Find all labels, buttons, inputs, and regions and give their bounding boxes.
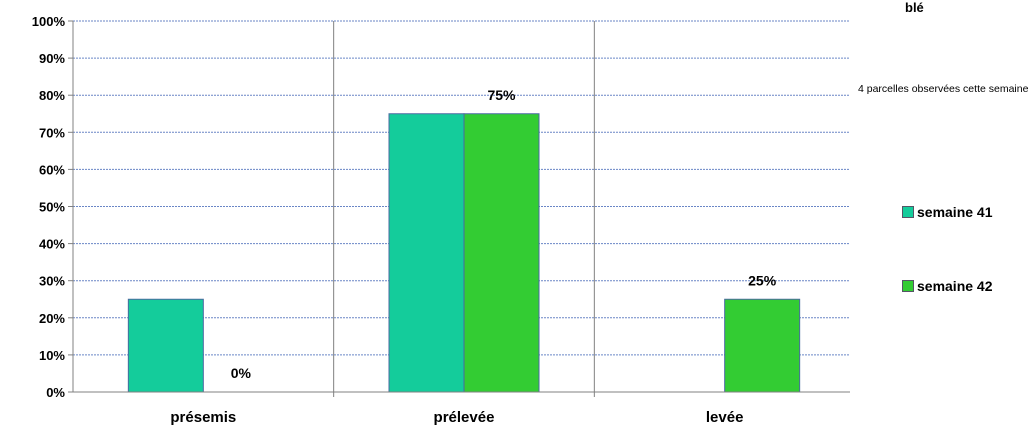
bars: [127, 113, 801, 393]
data-labels: 0% 75% 25%: [231, 87, 777, 381]
legend-swatch-semaine-42: [902, 280, 914, 292]
legend-label-semaine-41: semaine 41: [917, 204, 993, 220]
y-tick-label: 100%: [32, 14, 66, 29]
y-tick-label: 70%: [39, 125, 65, 140]
category-labels: présemis prélevée levée: [170, 392, 744, 426]
bar-semaine-41-presemis: [127, 298, 204, 393]
y-tick-label: 90%: [39, 51, 65, 66]
y-tick-label: 30%: [39, 274, 65, 289]
y-tick-label: 40%: [39, 237, 65, 252]
data-label-presemis: 0%: [231, 365, 252, 381]
legend-swatch-semaine-41: [902, 206, 914, 218]
bar-semaine-41-prelevee: [388, 113, 465, 393]
y-tick-label: 20%: [39, 311, 65, 326]
legend-item-semaine-42: semaine 42: [902, 276, 993, 296]
data-label-levee: 25%: [748, 272, 777, 288]
chart-note: 4 parcelles observées cette semaine: [858, 83, 1029, 95]
bar-semaine-42-prelevee: [463, 113, 540, 393]
axes: [72, 21, 850, 393]
y-tick-label: 0%: [46, 385, 65, 400]
bar-semaine-42-levee: [724, 298, 801, 393]
category-label-presemis: présemis: [170, 409, 236, 426]
legend: semaine 41: [902, 202, 993, 222]
legend-item-semaine-41: semaine 41: [902, 202, 993, 222]
y-tick-label: 60%: [39, 162, 65, 177]
bar-chart: 0% 10% 20% 30% 40% 50% 60% 70% 80% 90% 100% 0% 75% 2…: [32, 14, 850, 426]
legend-label-semaine-42: semaine 42: [917, 278, 993, 294]
y-axis-ticks: 0% 10% 20% 30% 40% 50% 60% 70% 80% 90% 100%: [32, 14, 73, 400]
data-label-prelevee: 75%: [487, 87, 516, 103]
category-label-levee: levée: [706, 409, 744, 426]
y-tick-label: 50%: [39, 200, 65, 215]
y-tick-label: 10%: [39, 348, 65, 363]
y-tick-label: 80%: [39, 88, 65, 103]
category-label-prelevee: prélevée: [434, 409, 495, 426]
chart-title: blé: [905, 0, 924, 15]
legend-2: semaine 42: [902, 276, 993, 296]
